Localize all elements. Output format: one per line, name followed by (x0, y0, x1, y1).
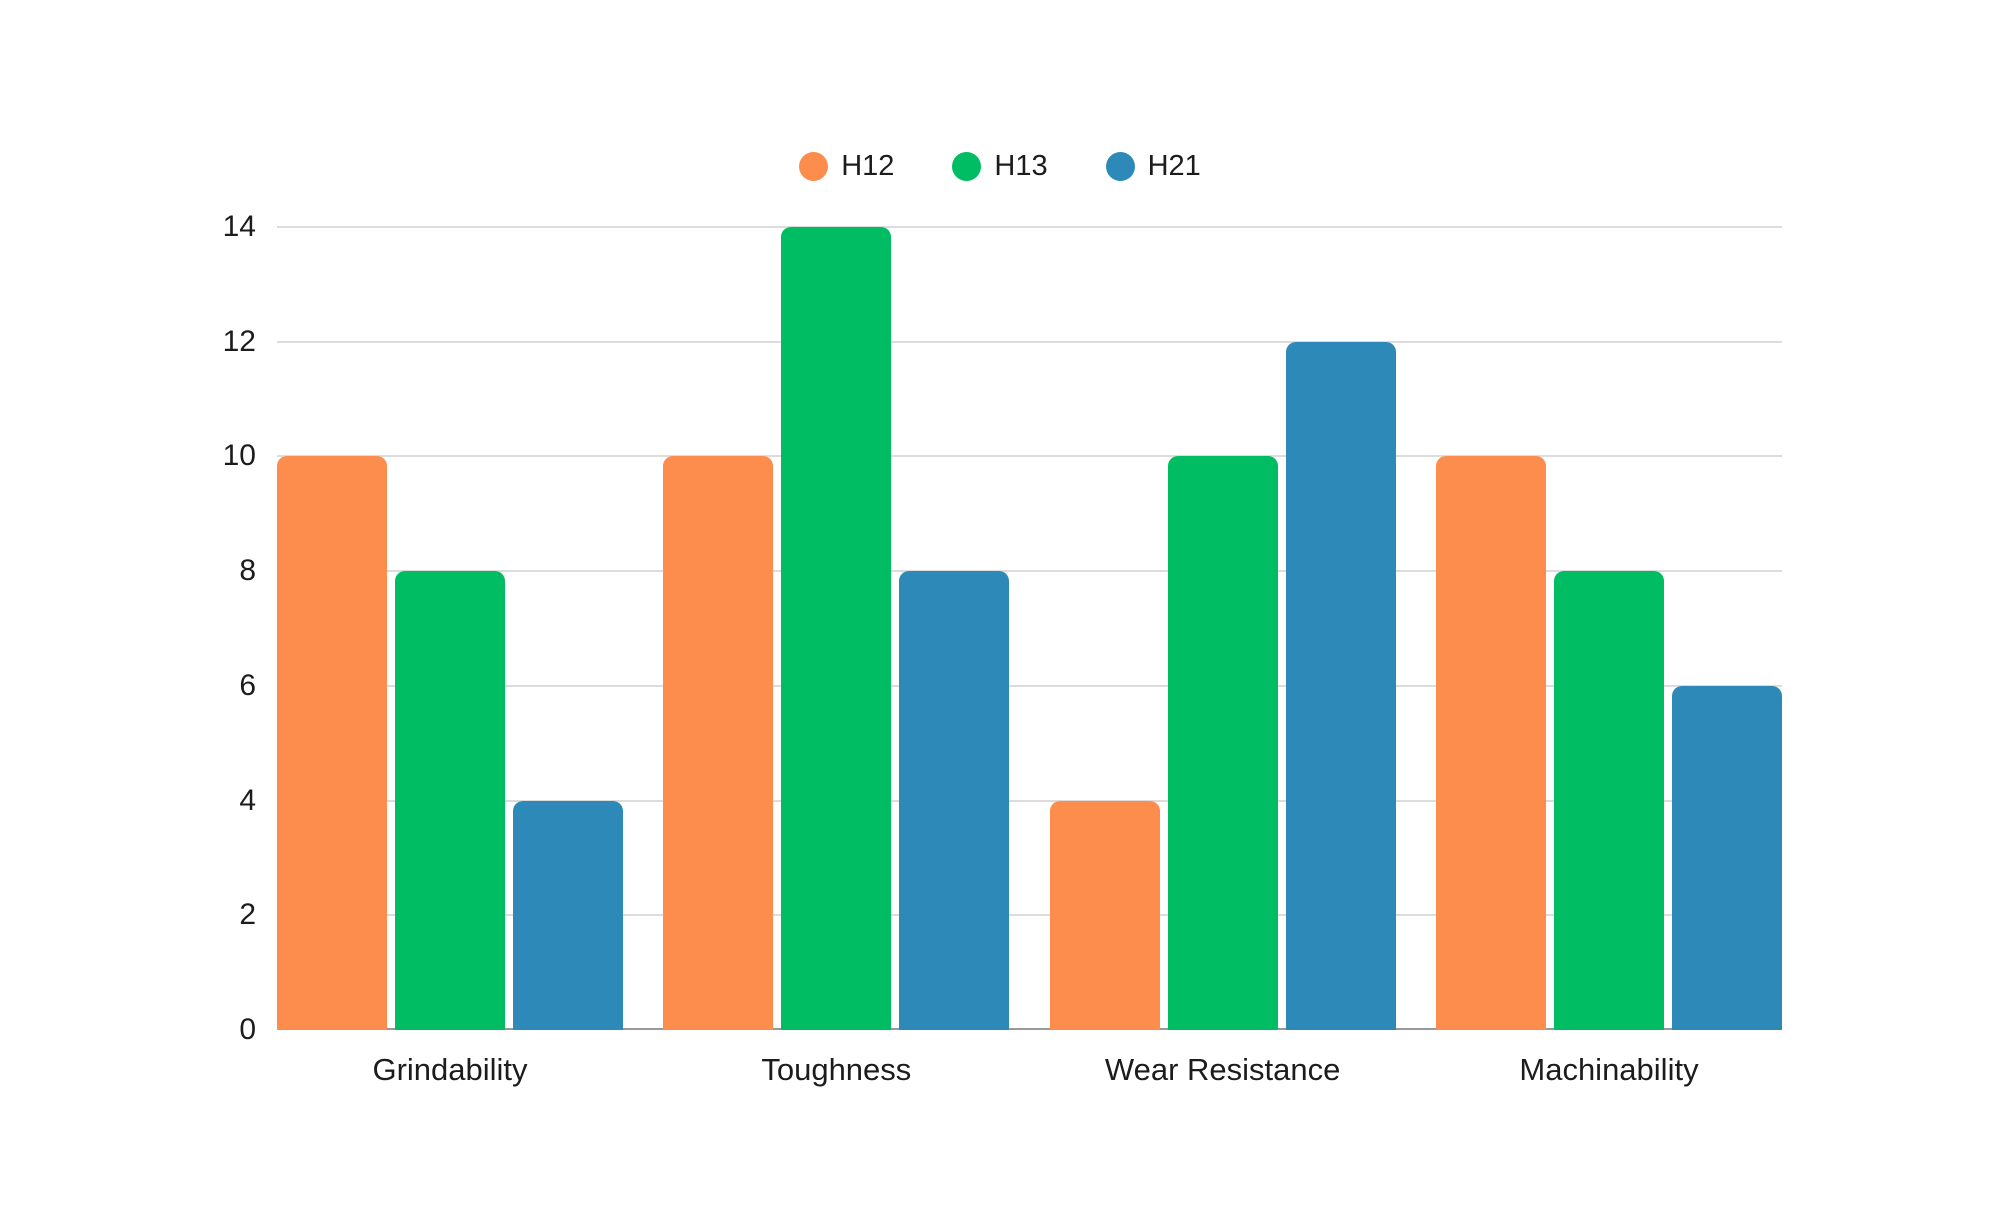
legend-item-h12[interactable]: H12 (799, 152, 894, 181)
bar-group-grindability (277, 227, 623, 1030)
gridline-y-10 (277, 455, 1782, 458)
bar-h21-toughness (899, 571, 1010, 1030)
bar-h13-wear-resistance (1167, 456, 1278, 1030)
bar-h21-grindability (513, 800, 623, 1030)
bar-h13-machinability (1553, 571, 1664, 1030)
plot-area (277, 226, 1782, 1030)
gridline-y-14 (277, 226, 1782, 228)
x-label-wear-resistance: Wear Resistance (1104, 1052, 1341, 1087)
legend-label-h21: H21 (1147, 150, 1201, 182)
bar-h12-toughness (663, 456, 774, 1030)
legend-dot-h12 (799, 152, 829, 181)
bar-groups (277, 227, 1782, 1030)
x-axis-line (277, 1028, 1782, 1030)
bar-h12-machinability (1435, 456, 1546, 1030)
legend-item-h13[interactable]: H13 (952, 150, 1048, 182)
gridline-y-6 (277, 684, 1782, 687)
y-axis: 0 2 4 6 8 10 12 14 (0, 212, 256, 1045)
gridline-y-2 (277, 914, 1782, 917)
bar-h13-toughness (781, 227, 892, 1030)
gridline-y-12 (277, 340, 1782, 343)
bar-h21-wear-resistance (1285, 341, 1396, 1030)
x-axis-labels: Grindability Toughness Wear Resistance M… (277, 1050, 1782, 1090)
legend-label-h12: H12 (841, 150, 895, 182)
bar-group-machinability (1435, 227, 1782, 1030)
y-tick-label-10: 10 (222, 439, 256, 473)
bar-h12-wear-resistance (1049, 800, 1160, 1030)
legend: H12 H13 H21 (0, 152, 2000, 181)
y-tick-label-14: 14 (222, 210, 256, 243)
y-tick-label-12: 12 (222, 324, 256, 358)
x-label-grindability: Grindability (372, 1052, 528, 1087)
legend-dot-h21 (1105, 152, 1135, 181)
x-label-toughness: Toughness (761, 1052, 912, 1087)
gridline-y-4 (277, 799, 1782, 802)
x-label-machinability: Machinability (1519, 1052, 1699, 1087)
legend-item-h21[interactable]: H21 (1105, 150, 1201, 182)
y-tick-label-8: 8 (239, 554, 256, 588)
bar-h21-machinability (1671, 685, 1782, 1030)
y-tick-label-0: 0 (239, 1013, 256, 1046)
y-tick-label-6: 6 (239, 668, 256, 702)
bar-group-toughness (663, 227, 1010, 1030)
bar-group-wear-resistance (1049, 227, 1396, 1030)
legend-label-h13: H13 (994, 150, 1048, 182)
y-tick-label-4: 4 (239, 783, 256, 817)
gridline-y-8 (277, 570, 1782, 573)
bar-h13-grindability (395, 571, 505, 1030)
legend-dot-h13 (952, 152, 982, 181)
y-tick-label-2: 2 (239, 898, 256, 932)
bar-h12-grindability (277, 456, 387, 1030)
